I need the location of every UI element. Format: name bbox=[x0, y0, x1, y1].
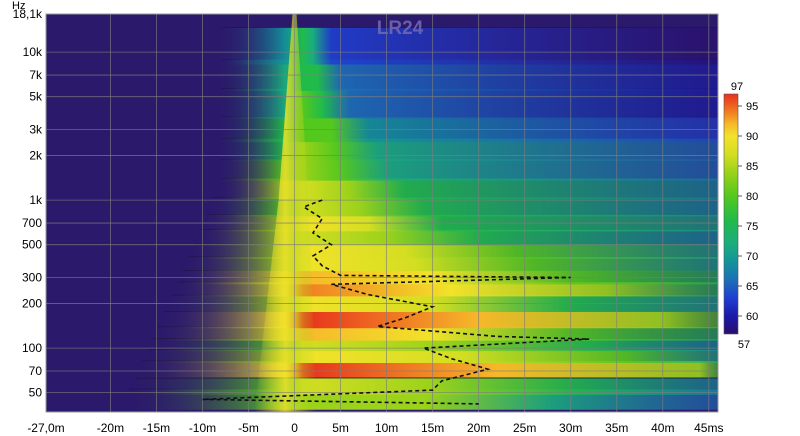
y-tick-label: 300 bbox=[22, 270, 42, 284]
energy-band bbox=[217, 178, 718, 199]
grid bbox=[45, 13, 718, 412]
y-tick-label: 10k bbox=[23, 45, 43, 59]
x-tick-label: -10m bbox=[189, 421, 216, 435]
y-tick-label: 500 bbox=[22, 238, 42, 252]
x-tick-label: -5m bbox=[238, 421, 259, 435]
x-tick-label: -15m bbox=[143, 421, 170, 435]
colorbar-min-label: 57 bbox=[738, 339, 750, 351]
y-tick-label: 100 bbox=[22, 341, 42, 355]
y-tick-label: 2k bbox=[29, 149, 43, 163]
x-axis: -27,0m -20m -15m -10m -5m 0 5m 10m 15m 20m 25m 30m 3… bbox=[27, 421, 723, 435]
energy-band bbox=[217, 88, 718, 119]
y-tick-label: 200 bbox=[22, 297, 42, 311]
x-tick-label: 30m bbox=[559, 421, 582, 435]
x-tick-label: 35m bbox=[605, 421, 628, 435]
energy-band bbox=[196, 229, 718, 246]
y-unit-label: Hz bbox=[12, 0, 25, 12]
plot-area: LR24 bbox=[45, 13, 719, 413]
x-tick-label: 45ms bbox=[694, 421, 723, 435]
colorbar-tick-label: 75 bbox=[746, 221, 758, 233]
energy-band bbox=[184, 256, 718, 272]
x-tick-label: -20m bbox=[97, 421, 124, 435]
chart-title: LR24 bbox=[377, 18, 424, 39]
energy-band bbox=[159, 311, 718, 329]
y-tick-label: 18,1k bbox=[13, 7, 43, 21]
energy-band bbox=[217, 159, 718, 181]
dashed-peak-path bbox=[202, 199, 590, 405]
y-axis: Hz 18,1k 10k 7k 5k 3k 2k 1k 700 500 300 200 100 70 50 bbox=[12, 0, 43, 400]
energy-band bbox=[153, 326, 718, 341]
energy-band bbox=[144, 349, 718, 363]
colorbar-tick-label: 60 bbox=[746, 311, 758, 323]
x-tick-label: 15m bbox=[421, 421, 444, 435]
energy-band bbox=[138, 360, 718, 378]
x-tick-label: 5m bbox=[332, 421, 349, 435]
y-tick-label: 700 bbox=[22, 216, 42, 230]
colorbar-gradient bbox=[723, 93, 739, 335]
impulse-ridge-fill bbox=[254, 14, 317, 412]
impulse-ridge bbox=[254, 14, 317, 412]
colorbar-tick-label: 85 bbox=[746, 161, 758, 173]
x-tick-label: 40m bbox=[651, 421, 674, 435]
y-tick-label: 70 bbox=[29, 364, 43, 378]
energy-band bbox=[217, 27, 718, 65]
colorbar-tick-label: 65 bbox=[746, 281, 758, 293]
y-tick-label: 1k bbox=[29, 193, 43, 207]
colorbar-tick-label: 70 bbox=[746, 251, 758, 263]
colorbar-tick-label: 90 bbox=[746, 131, 758, 143]
y-tick-label: 50 bbox=[29, 386, 43, 400]
energy-band bbox=[217, 138, 718, 161]
x-tick-label: -27,0m bbox=[27, 421, 64, 435]
energy-band bbox=[209, 197, 718, 217]
y-tick-label: 7k bbox=[29, 68, 43, 82]
y-tick-label: 3k bbox=[29, 123, 43, 137]
x-tick-label: 10m bbox=[375, 421, 398, 435]
plot-frame bbox=[45, 13, 719, 413]
x-tick-label: 0 bbox=[291, 421, 298, 435]
colorbar: 97 57 95 90 85 80 75 70 65 60 bbox=[723, 81, 758, 351]
y-tick-label: 5k bbox=[29, 90, 43, 104]
colorbar-max-label: 97 bbox=[731, 81, 743, 93]
x-tick-label: 25m bbox=[513, 421, 536, 435]
x-tick-label: 20m bbox=[467, 421, 490, 435]
colorbar-tick-label: 80 bbox=[746, 191, 758, 203]
energy-band bbox=[190, 244, 718, 259]
colorbar-tick-label: 95 bbox=[746, 101, 758, 113]
